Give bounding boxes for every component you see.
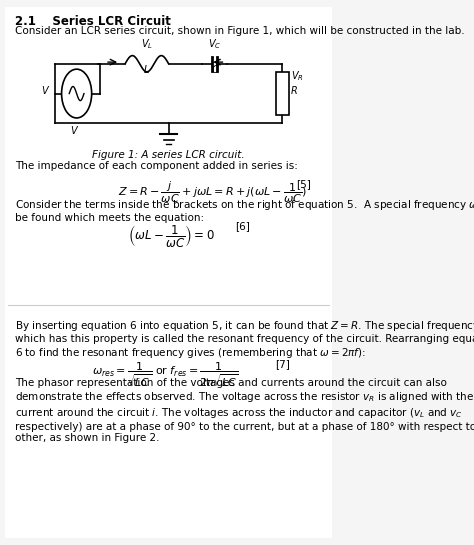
FancyBboxPatch shape [5,7,332,538]
Text: $\left(\omega L - \dfrac{1}{\omega C}\right) = 0$: $\left(\omega L - \dfrac{1}{\omega C}\ri… [128,222,215,249]
Text: 2.1    Series LCR Circuit: 2.1 Series LCR Circuit [15,15,171,28]
Text: The phasor representation of the voltages and currents around the circuit can al: The phasor representation of the voltage… [15,378,474,444]
Text: By inserting equation 6 into equation 5, it can be found that $Z = R$. The speci: By inserting equation 6 into equation 5,… [15,319,474,360]
Text: $V_R$: $V_R$ [291,69,303,83]
Text: [7]: [7] [275,359,291,370]
Text: $V_C$: $V_C$ [208,38,221,51]
Text: C: C [211,65,218,75]
Text: Consider the terms inside the brackets on the right of equation 5.  A special fr: Consider the terms inside the brackets o… [15,198,474,223]
Circle shape [62,69,91,118]
Text: The impedance of each component added in series is:: The impedance of each component added in… [15,161,298,171]
Text: Consider an LCR series circuit, shown in Figure 1, which will be constructed in : Consider an LCR series circuit, shown in… [15,26,465,36]
Text: [5]: [5] [296,179,310,189]
Text: $V_L$: $V_L$ [141,38,153,51]
Text: Figure 1: A series LCR circuit.: Figure 1: A series LCR circuit. [92,150,245,160]
Text: V: V [42,86,48,96]
Text: $\omega_{res} = \dfrac{1}{\sqrt{LC}}$ or $f_{res} = \dfrac{1}{2\pi\sqrt{LC}}$: $\omega_{res} = \dfrac{1}{\sqrt{LC}}$ or… [91,361,238,389]
Text: V: V [70,126,77,136]
Text: L: L [144,65,149,75]
Bar [275,72,289,115]
Text: $Z = R - \dfrac{j}{\omega C} + j\omega L = R + j(\omega L - \dfrac{1}{\omega C}): $Z = R - \dfrac{j}{\omega C} + j\omega L… [118,179,308,205]
Text: R: R [291,86,297,96]
Text: [6]: [6] [236,221,250,231]
